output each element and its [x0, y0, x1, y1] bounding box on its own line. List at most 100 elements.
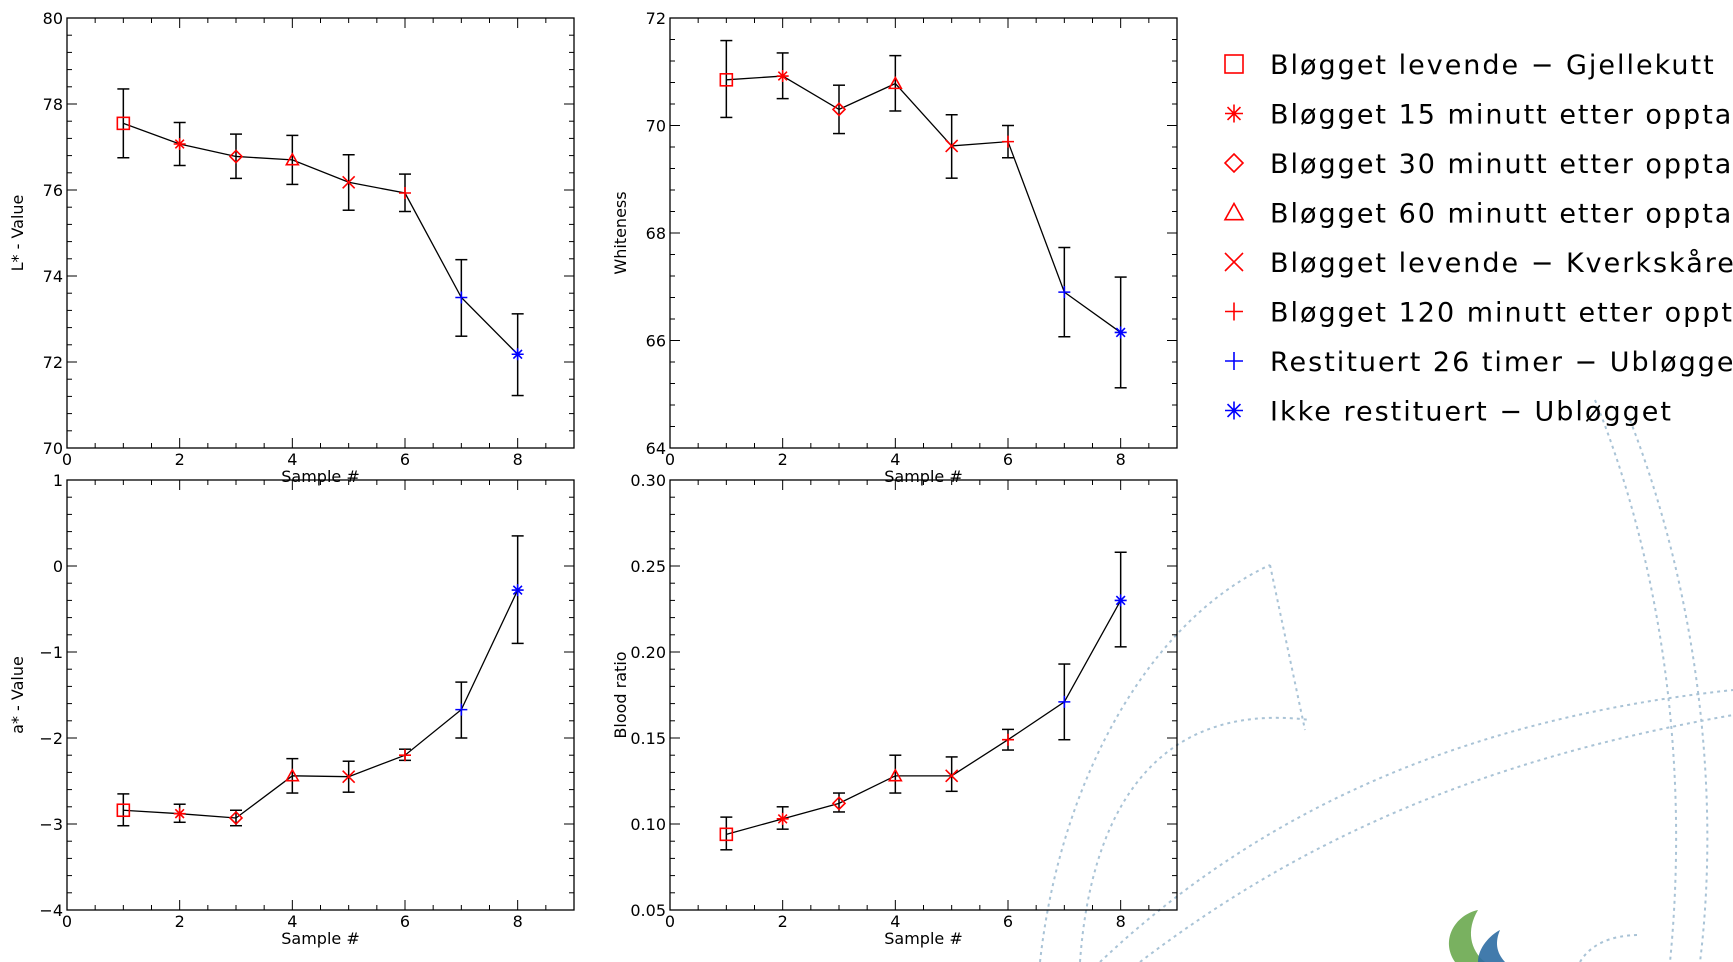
y-tick-label: 78: [43, 95, 63, 114]
y-tick-label: 72: [43, 353, 63, 372]
plot-frame: [669, 17, 1178, 449]
y-tick-label: 1: [53, 471, 63, 490]
y-tick-label: 0.30: [630, 471, 666, 490]
error-bar-5: [945, 756, 958, 793]
data-point-6: [399, 749, 411, 762]
y-tick-label: 0.15: [630, 729, 666, 748]
legend-label: Bløgget levende − Gjellekutt: [1270, 50, 1716, 81]
data-point-8: [1114, 594, 1127, 607]
legend-entry-8: Ikke restituert − Ubløgget: [1225, 397, 1673, 428]
data-point-6: [1002, 135, 1014, 148]
y-tick-label: −2: [39, 729, 63, 748]
error-bar-1: [117, 88, 130, 159]
y-tick-label: 70: [43, 439, 63, 458]
data-point-4: [887, 768, 903, 782]
error-bar-3: [833, 84, 845, 135]
error-bar-1: [720, 39, 733, 119]
x-tick-label: 2: [175, 450, 185, 469]
data-point-7: [455, 703, 468, 716]
watermark-arc-5: [1139, 714, 1733, 962]
data-point-1: [719, 73, 734, 87]
x-axis-label: Sample #: [884, 467, 962, 486]
watermark-arc-7: [1629, 419, 1709, 962]
data-point-2: [776, 812, 789, 825]
watermark-arc-3: [1269, 564, 1306, 731]
x-tick-label: 0: [665, 450, 675, 469]
x-tick-label: 2: [778, 450, 788, 469]
series-line: [726, 75, 1122, 333]
legend: Bløgget levende − Gjellekutt Bløgget 15 m…: [1223, 50, 1733, 428]
legend-marker: [1224, 252, 1244, 272]
x-tick-label: 4: [287, 912, 297, 931]
plot-frame: [66, 17, 575, 449]
data-point-3: [228, 149, 244, 164]
x-tick-label: 6: [1003, 912, 1013, 931]
legend-entry-5: Bløgget levende − Kverkskåret: [1224, 248, 1733, 279]
data-point-5: [945, 769, 959, 783]
y-tick-label: 0.25: [630, 557, 666, 576]
plot-frame: [66, 479, 575, 911]
y-tick-label: 68: [646, 224, 666, 243]
data-point-7: [455, 291, 468, 304]
data-point-5: [342, 770, 356, 784]
data-point-1: [116, 803, 131, 818]
legend-label: Ikke restituert − Ubløgget: [1270, 397, 1673, 428]
y-axis-label: a* - Value: [8, 656, 27, 734]
legend-entry-3: Bløgget 30 minutt etter opptak: [1223, 149, 1733, 180]
data-point-4: [284, 768, 300, 782]
x-tick-label: 8: [1116, 912, 1126, 931]
error-bar-3: [230, 133, 242, 180]
legend-marker: [1225, 302, 1243, 321]
legend-label: Bløgget 60 minutt etter opptak: [1270, 199, 1733, 230]
legend-marker: [1223, 152, 1245, 174]
y-tick-label: 0: [53, 557, 63, 576]
x-tick-label: 6: [1003, 450, 1013, 469]
error-bar-4: [286, 134, 299, 186]
y-tick-label: 66: [646, 332, 666, 351]
x-axis-label: Sample #: [281, 467, 359, 486]
series-line: [726, 600, 1122, 835]
y-axis-label: Blood ratio: [611, 651, 630, 738]
watermark-arc-4: [1099, 689, 1733, 962]
legend-label: Restituert 26 timer − Ubløgget: [1270, 347, 1733, 378]
error-bar-1: [720, 816, 733, 851]
x-tick-label: 6: [400, 912, 410, 931]
legend-entry-7: Restituert 26 timer − Ubløgget: [1225, 347, 1733, 378]
legend-entry-1: Bløgget levende − Gjellekutt: [1224, 50, 1716, 81]
x-tick-label: 8: [1116, 450, 1126, 469]
x-tick-label: 8: [513, 912, 523, 931]
data-point-6: [399, 187, 411, 200]
data-point-5: [945, 139, 959, 153]
legend-entry-4: Bløgget 60 minutt etter opptak: [1223, 199, 1733, 230]
data-point-8: [1114, 326, 1127, 339]
data-point-3: [228, 810, 244, 826]
legend-label: Bløgget levende − Kverkskåret: [1270, 248, 1733, 279]
data-point-6: [1002, 733, 1014, 746]
data-point-8: [511, 348, 524, 361]
y-tick-label: 74: [43, 267, 63, 286]
y-tick-label: 70: [646, 117, 666, 136]
data-point-3: [831, 102, 847, 117]
legend-entry-2: Bløgget 15 minutt etter opptak: [1225, 100, 1733, 131]
y-tick-label: 0.10: [630, 815, 666, 834]
data-point-2: [173, 807, 186, 820]
background-watermark: [1039, 399, 1733, 962]
watermark-arc-1: [1079, 716, 1311, 962]
data-point-4: [284, 152, 300, 166]
y-tick-label: 64: [646, 439, 666, 458]
data-point-8: [511, 584, 524, 597]
data-point-2: [173, 137, 186, 150]
watermark-arc-6: [1594, 399, 1678, 962]
y-tick-label: 0.05: [630, 901, 666, 920]
legend-label: Bløgget 15 minutt etter opptak: [1270, 100, 1733, 131]
legend-entry-6: Bløgget 120 minutt etter opptak: [1225, 298, 1733, 329]
legend-label: Bløgget 120 minutt etter opptak: [1270, 298, 1733, 329]
error-bar-1: [117, 793, 130, 827]
x-tick-label: 4: [890, 450, 900, 469]
watermark-logo-green: [1448, 910, 1485, 962]
plot-frame: [669, 479, 1178, 911]
y-tick-label: −4: [39, 901, 63, 920]
